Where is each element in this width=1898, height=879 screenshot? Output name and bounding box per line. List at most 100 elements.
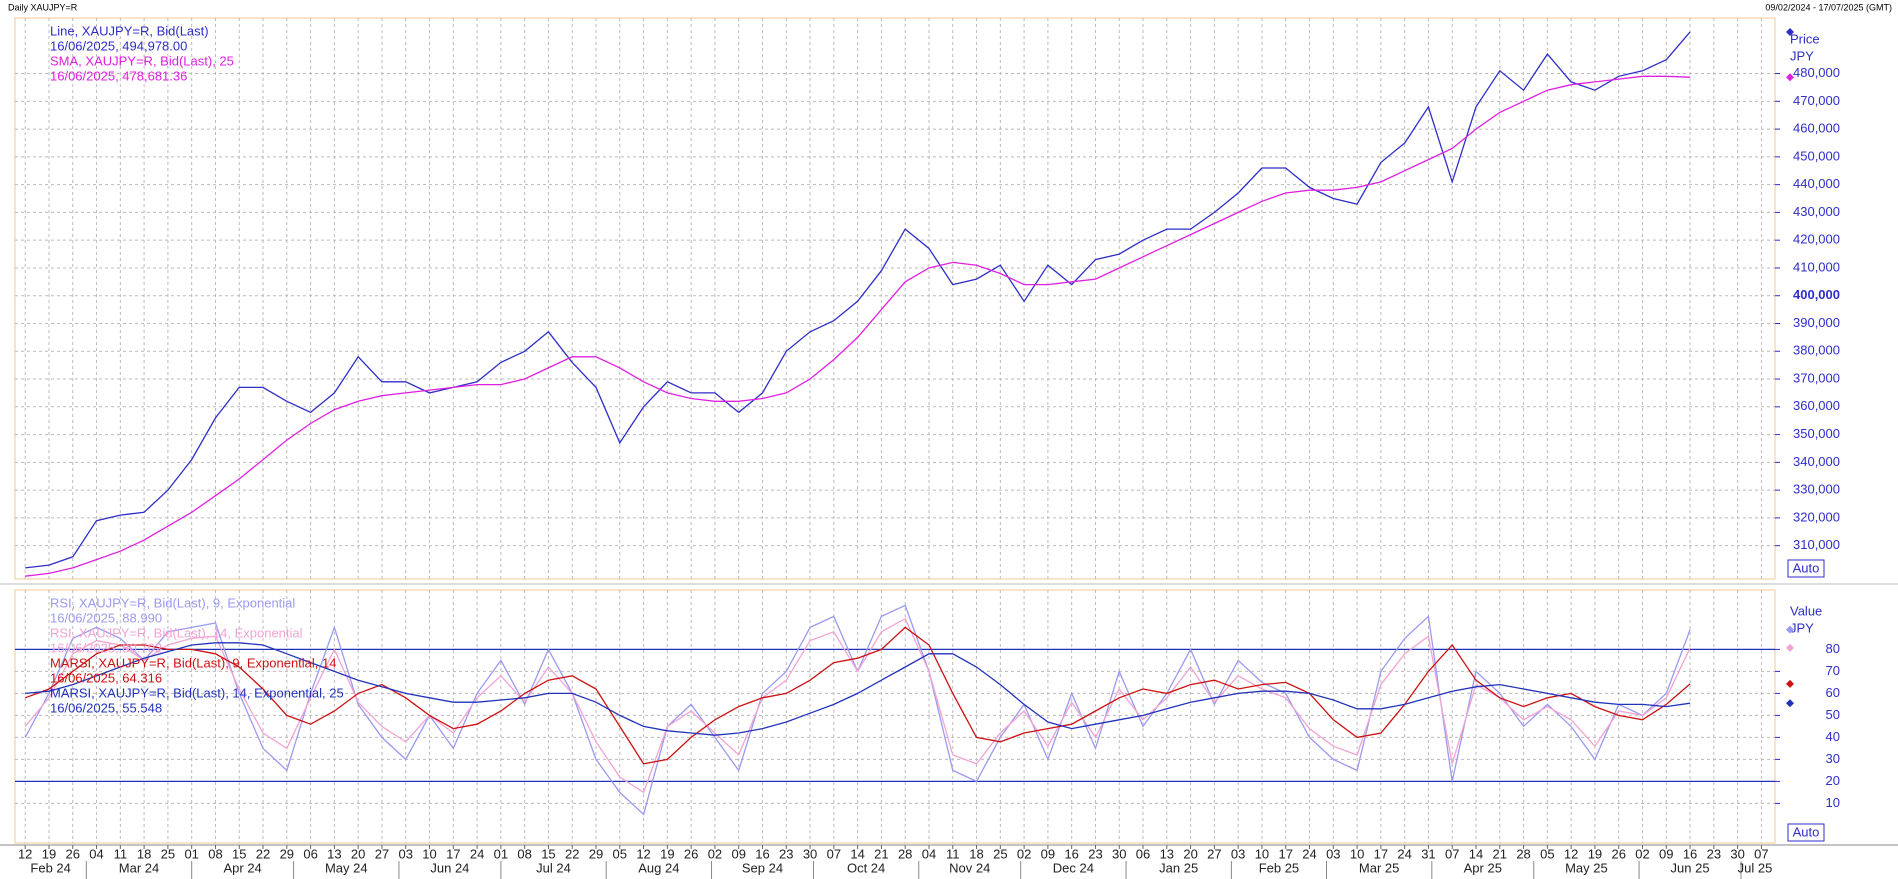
y-tick-label: 430,000 — [1793, 204, 1840, 219]
y-tick-label: 80 — [1826, 641, 1840, 656]
y-tick-label: 340,000 — [1793, 454, 1840, 469]
x-tick-label: 17 — [446, 846, 460, 861]
x-tick-label: 30 — [803, 846, 817, 861]
y-tick-label: 460,000 — [1793, 121, 1840, 136]
y-tick-label: 480,000 — [1793, 65, 1840, 80]
legend-entry: SMA, XAUJPY=R, Bid(Last), 25 — [50, 53, 234, 68]
last-value-marker — [1786, 625, 1794, 634]
y-tick-label: 50 — [1826, 707, 1840, 722]
x-tick-label: 17 — [1374, 846, 1388, 861]
x-tick-label: 12 — [636, 846, 650, 861]
y-tick-label: 400,000 — [1793, 287, 1840, 302]
last-value-marker — [1786, 73, 1794, 82]
x-tick-label: 07 — [827, 846, 841, 861]
x-tick-label: 29 — [280, 846, 294, 861]
x-tick-label: 24 — [1397, 846, 1411, 861]
x-tick-label: 22 — [565, 846, 579, 861]
x-tick-label: 23 — [1088, 846, 1102, 861]
series-line — [25, 31, 1691, 569]
month-label: Feb 25 — [1259, 860, 1299, 875]
x-tick-label: 06 — [303, 846, 317, 861]
month-label: Dec 24 — [1053, 860, 1094, 875]
axis-unit: JPY — [1790, 48, 1814, 63]
x-tick-label: 30 — [1112, 846, 1126, 861]
x-tick-label: 27 — [1207, 846, 1221, 861]
date-range: 09/02/2024 - 17/07/2025 (GMT) — [1765, 2, 1892, 12]
x-tick-label: 30 — [1730, 846, 1744, 861]
y-tick-label: 390,000 — [1793, 315, 1840, 330]
legend-entry: MARSI, XAUJPY=R, Bid(Last), 9, Exponenti… — [50, 655, 337, 670]
y-tick-label: 370,000 — [1793, 370, 1840, 385]
month-label: May 24 — [325, 860, 368, 875]
plot-frame — [14, 17, 1776, 580]
y-tick-label: 360,000 — [1793, 398, 1840, 413]
x-tick-label: 21 — [1493, 846, 1507, 861]
x-tick-label: 09 — [731, 846, 745, 861]
month-label: Mar 24 — [119, 860, 159, 875]
y-tick-label: 310,000 — [1793, 537, 1840, 552]
x-tick-label: 15 — [232, 846, 246, 861]
x-tick-label: 11 — [946, 846, 960, 861]
y-tick-label: 440,000 — [1793, 176, 1840, 191]
x-tick-label: 02 — [708, 846, 722, 861]
plot-frame — [14, 589, 1776, 844]
x-tick-label: 04 — [922, 846, 936, 861]
last-value-marker — [1786, 679, 1794, 688]
month-label: Feb 24 — [30, 860, 70, 875]
x-tick-label: 04 — [89, 846, 103, 861]
y-tick-label: 10 — [1826, 795, 1840, 810]
x-tick-label: 18 — [969, 846, 983, 861]
x-tick-label: 20 — [1183, 846, 1197, 861]
x-tick-label: 09 — [1041, 846, 1055, 861]
y-tick-label: 420,000 — [1793, 232, 1840, 247]
scale-button-label[interactable]: Auto — [1793, 824, 1820, 839]
month-label: Jul 25 — [1738, 860, 1773, 875]
legend-last-value: 16/06/2025, 478,681.36 — [50, 68, 187, 83]
x-tick-label: 09 — [1659, 846, 1673, 861]
x-tick-label: 28 — [1516, 846, 1530, 861]
month-label: Apr 25 — [1464, 860, 1502, 875]
x-tick-label: 24 — [1302, 846, 1316, 861]
y-tick-label: 320,000 — [1793, 509, 1840, 524]
legend-entry: RSI, XAUJPY=R, Bid(Last), 14, Exponentia… — [50, 625, 303, 640]
x-tick-label: 14 — [850, 846, 864, 861]
x-tick-label: 20 — [351, 846, 365, 861]
month-label: May 25 — [1565, 860, 1608, 875]
series-line — [25, 642, 1691, 736]
x-tick-label: 24 — [470, 846, 484, 861]
x-tick-label: 16 — [755, 846, 769, 861]
legend-last-value: 16/06/2025, 80.702 — [50, 640, 162, 655]
x-tick-label: 25 — [161, 846, 175, 861]
x-tick-label: 10 — [1350, 846, 1364, 861]
y-tick-label: 380,000 — [1793, 343, 1840, 358]
legend-entry: MARSI, XAUJPY=R, Bid(Last), 14, Exponent… — [50, 685, 344, 700]
x-tick-label: 31 — [1421, 846, 1435, 861]
y-tick-label: 350,000 — [1793, 426, 1840, 441]
series-line — [24, 626, 1691, 765]
y-tick-label: 450,000 — [1793, 148, 1840, 163]
month-label: Jun 24 — [430, 860, 469, 875]
x-tick-label: 18 — [137, 846, 151, 861]
x-tick-label: 06 — [1136, 846, 1150, 861]
x-tick-label: 28 — [898, 846, 912, 861]
x-tick-label: 05 — [613, 846, 627, 861]
x-tick-label: 10 — [422, 846, 436, 861]
scale-button[interactable] — [1787, 823, 1825, 842]
window-title: Daily XAUJPY=R — [8, 2, 78, 12]
series-line — [25, 75, 1691, 577]
month-label: Sep 24 — [742, 860, 783, 875]
x-tick-label: 08 — [517, 846, 531, 861]
scale-button[interactable] — [1787, 559, 1825, 578]
month-label: Apr 24 — [223, 860, 261, 875]
x-tick-label: 03 — [1231, 846, 1245, 861]
month-label: Nov 24 — [949, 860, 990, 875]
x-tick-label: 21 — [874, 846, 888, 861]
x-tick-label: 19 — [42, 846, 56, 861]
scale-button-label[interactable]: Auto — [1793, 560, 1820, 575]
x-tick-label: 13 — [327, 846, 341, 861]
legend-last-value: 16/06/2025, 55.548 — [50, 700, 162, 715]
x-tick-label: 19 — [1588, 846, 1602, 861]
x-tick-label: 19 — [660, 846, 674, 861]
last-value-marker — [1786, 27, 1794, 36]
